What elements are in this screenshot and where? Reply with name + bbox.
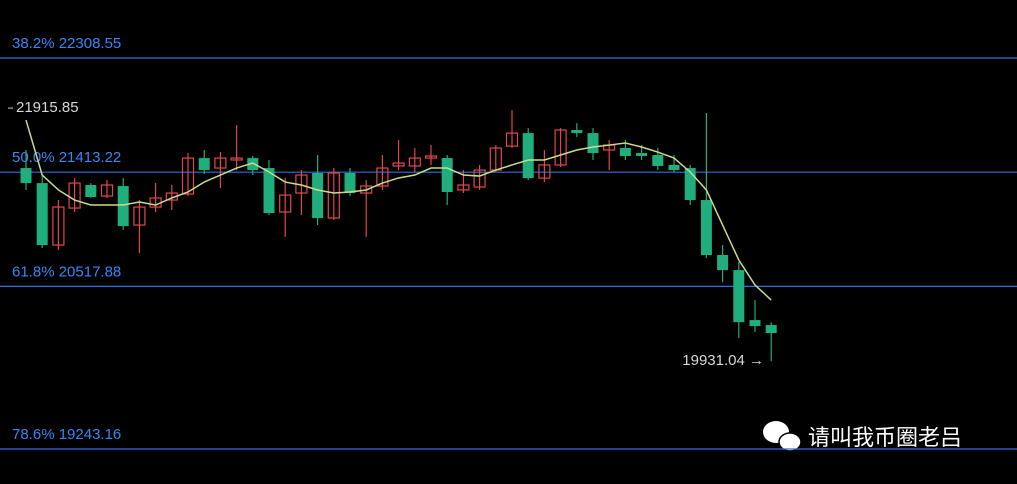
candle-body: [117, 186, 129, 227]
candle-body: [733, 270, 745, 323]
fib-label: 38.2% 22308.55: [12, 35, 121, 52]
candle-body: [749, 320, 761, 327]
candle-body: [312, 172, 324, 219]
candle-body: [441, 158, 453, 193]
candle-body: [424, 155, 438, 159]
fib-label: 61.8% 20517.88: [12, 263, 121, 280]
candle-body: [522, 133, 534, 179]
watermark-icon: [778, 432, 802, 452]
candle-body: [619, 147, 631, 157]
candle-body: [133, 206, 146, 226]
candle-body: [52, 206, 65, 246]
candle-body: [587, 133, 599, 153]
candle-body: [214, 157, 227, 169]
candle-body: [717, 255, 729, 271]
fib-label: 50.0% 21413.22: [12, 149, 121, 166]
candle-body: [652, 155, 664, 166]
candle-body: [360, 185, 373, 194]
candle-body: [181, 157, 195, 195]
candle-body: [36, 183, 48, 246]
candle-body: [700, 200, 712, 256]
candle-body: [100, 184, 114, 197]
candle-body: [473, 169, 486, 188]
candle-body: [376, 167, 389, 187]
moving-average: [25, 119, 772, 301]
fib-label: 78.6% 19243.16: [12, 426, 121, 443]
candle-body: [263, 168, 275, 214]
candle-body: [230, 157, 243, 161]
candle-body: [344, 172, 356, 194]
low-marker-label: 19931.04 →: [682, 352, 764, 369]
high-marker-label: 21915.85: [16, 99, 79, 116]
watermark-text: 请叫我币圈老吕: [808, 426, 962, 451]
candle-body: [554, 129, 567, 166]
candle-body: [538, 164, 551, 179]
candle-body: [668, 164, 680, 171]
candle-body: [198, 158, 210, 171]
candle-body: [85, 184, 97, 197]
candle-body: [636, 152, 648, 157]
candle-body: [505, 132, 519, 147]
candle-body: [279, 194, 292, 213]
candle-body: [571, 130, 583, 134]
candle-body: [457, 184, 470, 191]
candle-body: [408, 157, 421, 167]
candle-body: [20, 168, 32, 184]
candle-body: [684, 168, 696, 201]
candle-body: [392, 162, 405, 167]
candle-body: [247, 158, 259, 171]
candle-body: [68, 182, 81, 209]
watermark: 请叫我币圈老吕: [763, 421, 962, 452]
candle-body: [327, 172, 340, 219]
candle-body: [765, 325, 777, 334]
